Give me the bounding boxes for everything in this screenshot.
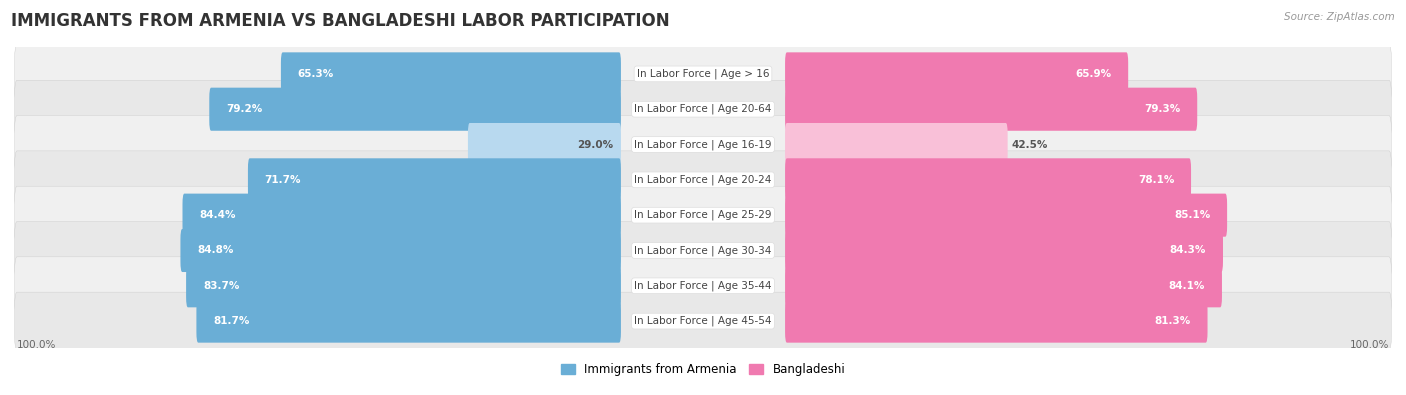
Legend: Immigrants from Armenia, Bangladeshi: Immigrants from Armenia, Bangladeshi [557,358,849,381]
Text: 84.8%: 84.8% [197,245,233,256]
FancyBboxPatch shape [197,299,621,342]
Text: In Labor Force | Age 16-19: In Labor Force | Age 16-19 [634,139,772,150]
Text: 84.3%: 84.3% [1170,245,1206,256]
Text: 81.7%: 81.7% [214,316,249,326]
FancyBboxPatch shape [14,45,1392,103]
Text: 85.1%: 85.1% [1174,210,1211,220]
Text: In Labor Force | Age 20-64: In Labor Force | Age 20-64 [634,104,772,115]
Text: 65.9%: 65.9% [1076,69,1111,79]
FancyBboxPatch shape [183,194,621,237]
FancyBboxPatch shape [14,257,1392,315]
FancyBboxPatch shape [785,299,1208,342]
Text: 42.5%: 42.5% [1012,139,1049,150]
FancyBboxPatch shape [281,53,621,96]
Text: IMMIGRANTS FROM ARMENIA VS BANGLADESHI LABOR PARTICIPATION: IMMIGRANTS FROM ARMENIA VS BANGLADESHI L… [11,12,669,30]
FancyBboxPatch shape [14,292,1392,350]
Text: In Labor Force | Age 30-34: In Labor Force | Age 30-34 [634,245,772,256]
FancyBboxPatch shape [785,158,1191,201]
FancyBboxPatch shape [247,158,621,201]
FancyBboxPatch shape [14,116,1392,173]
FancyBboxPatch shape [14,80,1392,138]
FancyBboxPatch shape [209,88,621,131]
Text: In Labor Force | Age 45-54: In Labor Force | Age 45-54 [634,316,772,326]
FancyBboxPatch shape [180,229,621,272]
FancyBboxPatch shape [785,123,1008,166]
Text: 78.1%: 78.1% [1137,175,1174,185]
FancyBboxPatch shape [14,151,1392,209]
FancyBboxPatch shape [468,123,621,166]
Text: 100.0%: 100.0% [1350,340,1389,350]
Text: 100.0%: 100.0% [17,340,56,350]
Text: Source: ZipAtlas.com: Source: ZipAtlas.com [1284,12,1395,22]
FancyBboxPatch shape [14,186,1392,244]
FancyBboxPatch shape [785,88,1198,131]
Text: 79.3%: 79.3% [1144,104,1181,114]
Text: 84.4%: 84.4% [200,210,236,220]
FancyBboxPatch shape [186,264,621,307]
Text: In Labor Force | Age 20-24: In Labor Force | Age 20-24 [634,175,772,185]
Text: 84.1%: 84.1% [1168,281,1205,291]
FancyBboxPatch shape [785,229,1223,272]
Text: 29.0%: 29.0% [576,139,613,150]
FancyBboxPatch shape [785,264,1222,307]
Text: 71.7%: 71.7% [264,175,301,185]
FancyBboxPatch shape [14,222,1392,279]
FancyBboxPatch shape [785,53,1128,96]
Text: 79.2%: 79.2% [226,104,263,114]
FancyBboxPatch shape [785,194,1227,237]
Text: 65.3%: 65.3% [298,69,335,79]
Text: 83.7%: 83.7% [202,281,239,291]
Text: In Labor Force | Age > 16: In Labor Force | Age > 16 [637,69,769,79]
Text: In Labor Force | Age 25-29: In Labor Force | Age 25-29 [634,210,772,220]
Text: 81.3%: 81.3% [1154,316,1191,326]
Text: In Labor Force | Age 35-44: In Labor Force | Age 35-44 [634,280,772,291]
